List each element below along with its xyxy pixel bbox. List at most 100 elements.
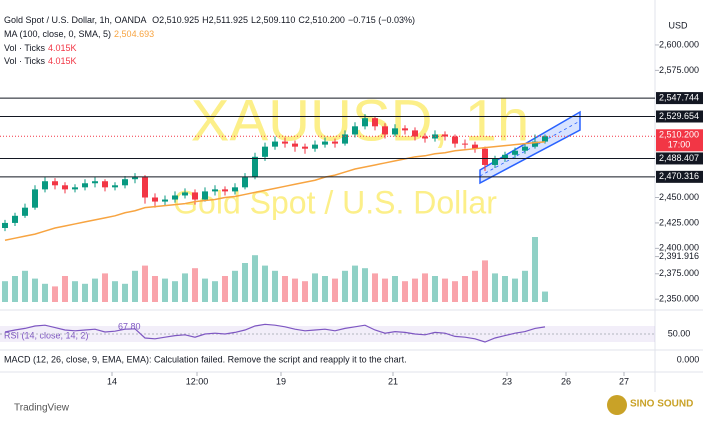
- candle-body: [472, 144, 478, 149]
- vol-legend: Vol · Ticks 4.015K: [4, 56, 80, 66]
- ohlc: −0.715 (−0.03%): [347, 15, 415, 25]
- ma-label: MA (100, close, 0, SMA, 5): [4, 29, 112, 39]
- rsi-line: [4, 323, 546, 343]
- x-tick-label: 19: [276, 376, 286, 386]
- volume-bar: [232, 270, 238, 302]
- volume-bar: [512, 278, 518, 302]
- volume-bar: [502, 276, 508, 302]
- ohlc: H2,511.925: [202, 15, 248, 25]
- volume-bar: [542, 291, 548, 302]
- candle-body: [42, 181, 48, 190]
- volume-bar: [332, 278, 338, 302]
- macd-zero: 0.000: [677, 354, 700, 364]
- rsi-legend: RSI (14, close, 14, 2): [4, 330, 89, 340]
- volume-bar: [362, 268, 368, 302]
- candle-body: [512, 150, 518, 155]
- candle-body: [482, 148, 488, 165]
- volume-bar: [492, 273, 498, 302]
- volume-bar: [162, 278, 168, 302]
- volume-bar: [532, 237, 538, 302]
- volume-bar: [72, 281, 78, 302]
- volume-bar: [442, 278, 448, 302]
- y-tick-label: 2,450.000: [659, 192, 699, 202]
- volume-bar: [422, 273, 428, 302]
- moving-average: [4, 141, 546, 241]
- candle-body: [352, 126, 358, 135]
- volume-bar: [132, 270, 138, 302]
- candle-body: [292, 143, 298, 147]
- volume-bar: [82, 283, 88, 302]
- candle-body: [142, 177, 148, 198]
- candle-body: [22, 207, 28, 216]
- candle-body: [302, 146, 308, 149]
- volume-bar: [402, 281, 408, 302]
- volume-bar: [102, 273, 108, 302]
- price-line-label: 2,529.654: [659, 111, 699, 121]
- volume-bar: [42, 283, 48, 302]
- volume-bar: [342, 270, 348, 302]
- x-tick-label: 12:00: [186, 376, 209, 386]
- candle-body: [282, 141, 288, 144]
- rsi-value: 67.80: [118, 321, 141, 331]
- volume-bar: [432, 276, 438, 302]
- price-line-label: 2,470.316: [659, 171, 699, 181]
- candle-body: [502, 154, 508, 159]
- ohlc: O2,510.925: [152, 15, 200, 25]
- volume-bar: [312, 273, 318, 302]
- candle-body: [2, 222, 8, 229]
- candle-body: [152, 197, 158, 202]
- candle-body: [12, 215, 18, 223]
- candle-body: [452, 136, 458, 144]
- candle-body: [132, 177, 138, 180]
- volume-bar: [372, 273, 378, 302]
- symbol-title: Gold Spot / U.S. Dollar, 1h, OANDA: [4, 15, 147, 25]
- macd-legend: MACD (12, 26, close, 9, EMA, EMA): Calcu…: [4, 354, 407, 364]
- volume-bar: [32, 278, 38, 302]
- candle-body: [332, 141, 338, 144]
- candle-body: [342, 134, 348, 144]
- brand-logo: [607, 395, 627, 415]
- candle-body: [162, 199, 168, 202]
- candle-body: [402, 128, 408, 131]
- candle-body: [52, 181, 58, 186]
- ohlc: C2,510.200: [298, 15, 345, 25]
- volume-bar: [62, 276, 68, 302]
- footer-brand: TradingView: [14, 403, 70, 414]
- candle-body: [262, 146, 268, 157]
- watermark: XAUUSD, 1h: [191, 88, 529, 153]
- candle-body: [222, 189, 228, 192]
- volume-bar: [172, 281, 178, 302]
- volume-bar: [452, 281, 458, 302]
- candle-body: [422, 136, 428, 139]
- candle-body: [122, 179, 128, 186]
- candle-body: [412, 130, 418, 137]
- volume-bar: [252, 255, 258, 302]
- candle-body: [72, 187, 78, 190]
- plot: [2, 114, 548, 302]
- y-tick-label: 2,391.916: [659, 251, 699, 261]
- header-line: Gold Spot / U.S. Dollar, 1h, OANDA O2,51…: [4, 15, 418, 25]
- volume-bar: [142, 265, 148, 302]
- candle-body: [382, 126, 388, 135]
- volume-bar: [192, 268, 198, 302]
- volume-bar: [182, 273, 188, 302]
- candle-body: [62, 185, 68, 190]
- channel-midline: [479, 120, 581, 177]
- y-tick-label: 2,400.000: [659, 243, 699, 253]
- candle-body: [242, 177, 248, 188]
- volume-bar: [92, 278, 98, 302]
- price-label-bg: [656, 152, 703, 165]
- candle-body: [362, 118, 368, 127]
- candle-body: [92, 181, 98, 184]
- volume-bar: [152, 276, 158, 302]
- volume-bar: [2, 281, 8, 302]
- candle-body: [212, 189, 218, 192]
- volume-bar: [122, 283, 128, 302]
- currency: USD: [668, 20, 688, 30]
- volume-bar: [352, 265, 358, 302]
- candle-body: [102, 181, 108, 188]
- x-tick-label: 21: [388, 376, 398, 386]
- candle-body: [542, 136, 548, 142]
- volume-bar: [522, 270, 528, 302]
